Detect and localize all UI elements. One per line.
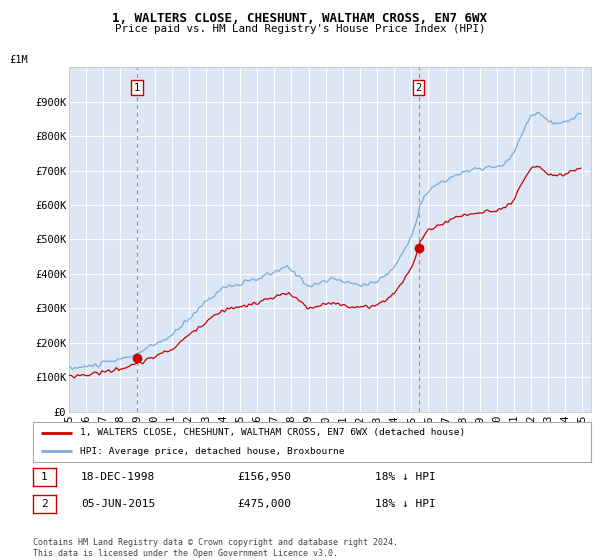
Text: 1: 1 bbox=[41, 472, 48, 482]
Text: 2: 2 bbox=[416, 83, 422, 93]
Text: 1, WALTERS CLOSE, CHESHUNT, WALTHAM CROSS, EN7 6WX: 1, WALTERS CLOSE, CHESHUNT, WALTHAM CROS… bbox=[113, 12, 487, 25]
Text: HPI: Average price, detached house, Broxbourne: HPI: Average price, detached house, Brox… bbox=[80, 447, 345, 456]
Text: 18% ↓ HPI: 18% ↓ HPI bbox=[375, 499, 436, 509]
Text: 05-JUN-2015: 05-JUN-2015 bbox=[81, 499, 155, 509]
Text: 2: 2 bbox=[41, 499, 48, 509]
Text: Price paid vs. HM Land Registry's House Price Index (HPI): Price paid vs. HM Land Registry's House … bbox=[115, 24, 485, 34]
Text: £475,000: £475,000 bbox=[237, 499, 291, 509]
Text: 18-DEC-1998: 18-DEC-1998 bbox=[81, 472, 155, 482]
Text: 1: 1 bbox=[134, 83, 140, 93]
Text: £1M: £1M bbox=[9, 55, 28, 66]
Text: £156,950: £156,950 bbox=[237, 472, 291, 482]
Text: Contains HM Land Registry data © Crown copyright and database right 2024.
This d: Contains HM Land Registry data © Crown c… bbox=[33, 538, 398, 558]
Text: 18% ↓ HPI: 18% ↓ HPI bbox=[375, 472, 436, 482]
Text: 1, WALTERS CLOSE, CHESHUNT, WALTHAM CROSS, EN7 6WX (detached house): 1, WALTERS CLOSE, CHESHUNT, WALTHAM CROS… bbox=[80, 428, 466, 437]
